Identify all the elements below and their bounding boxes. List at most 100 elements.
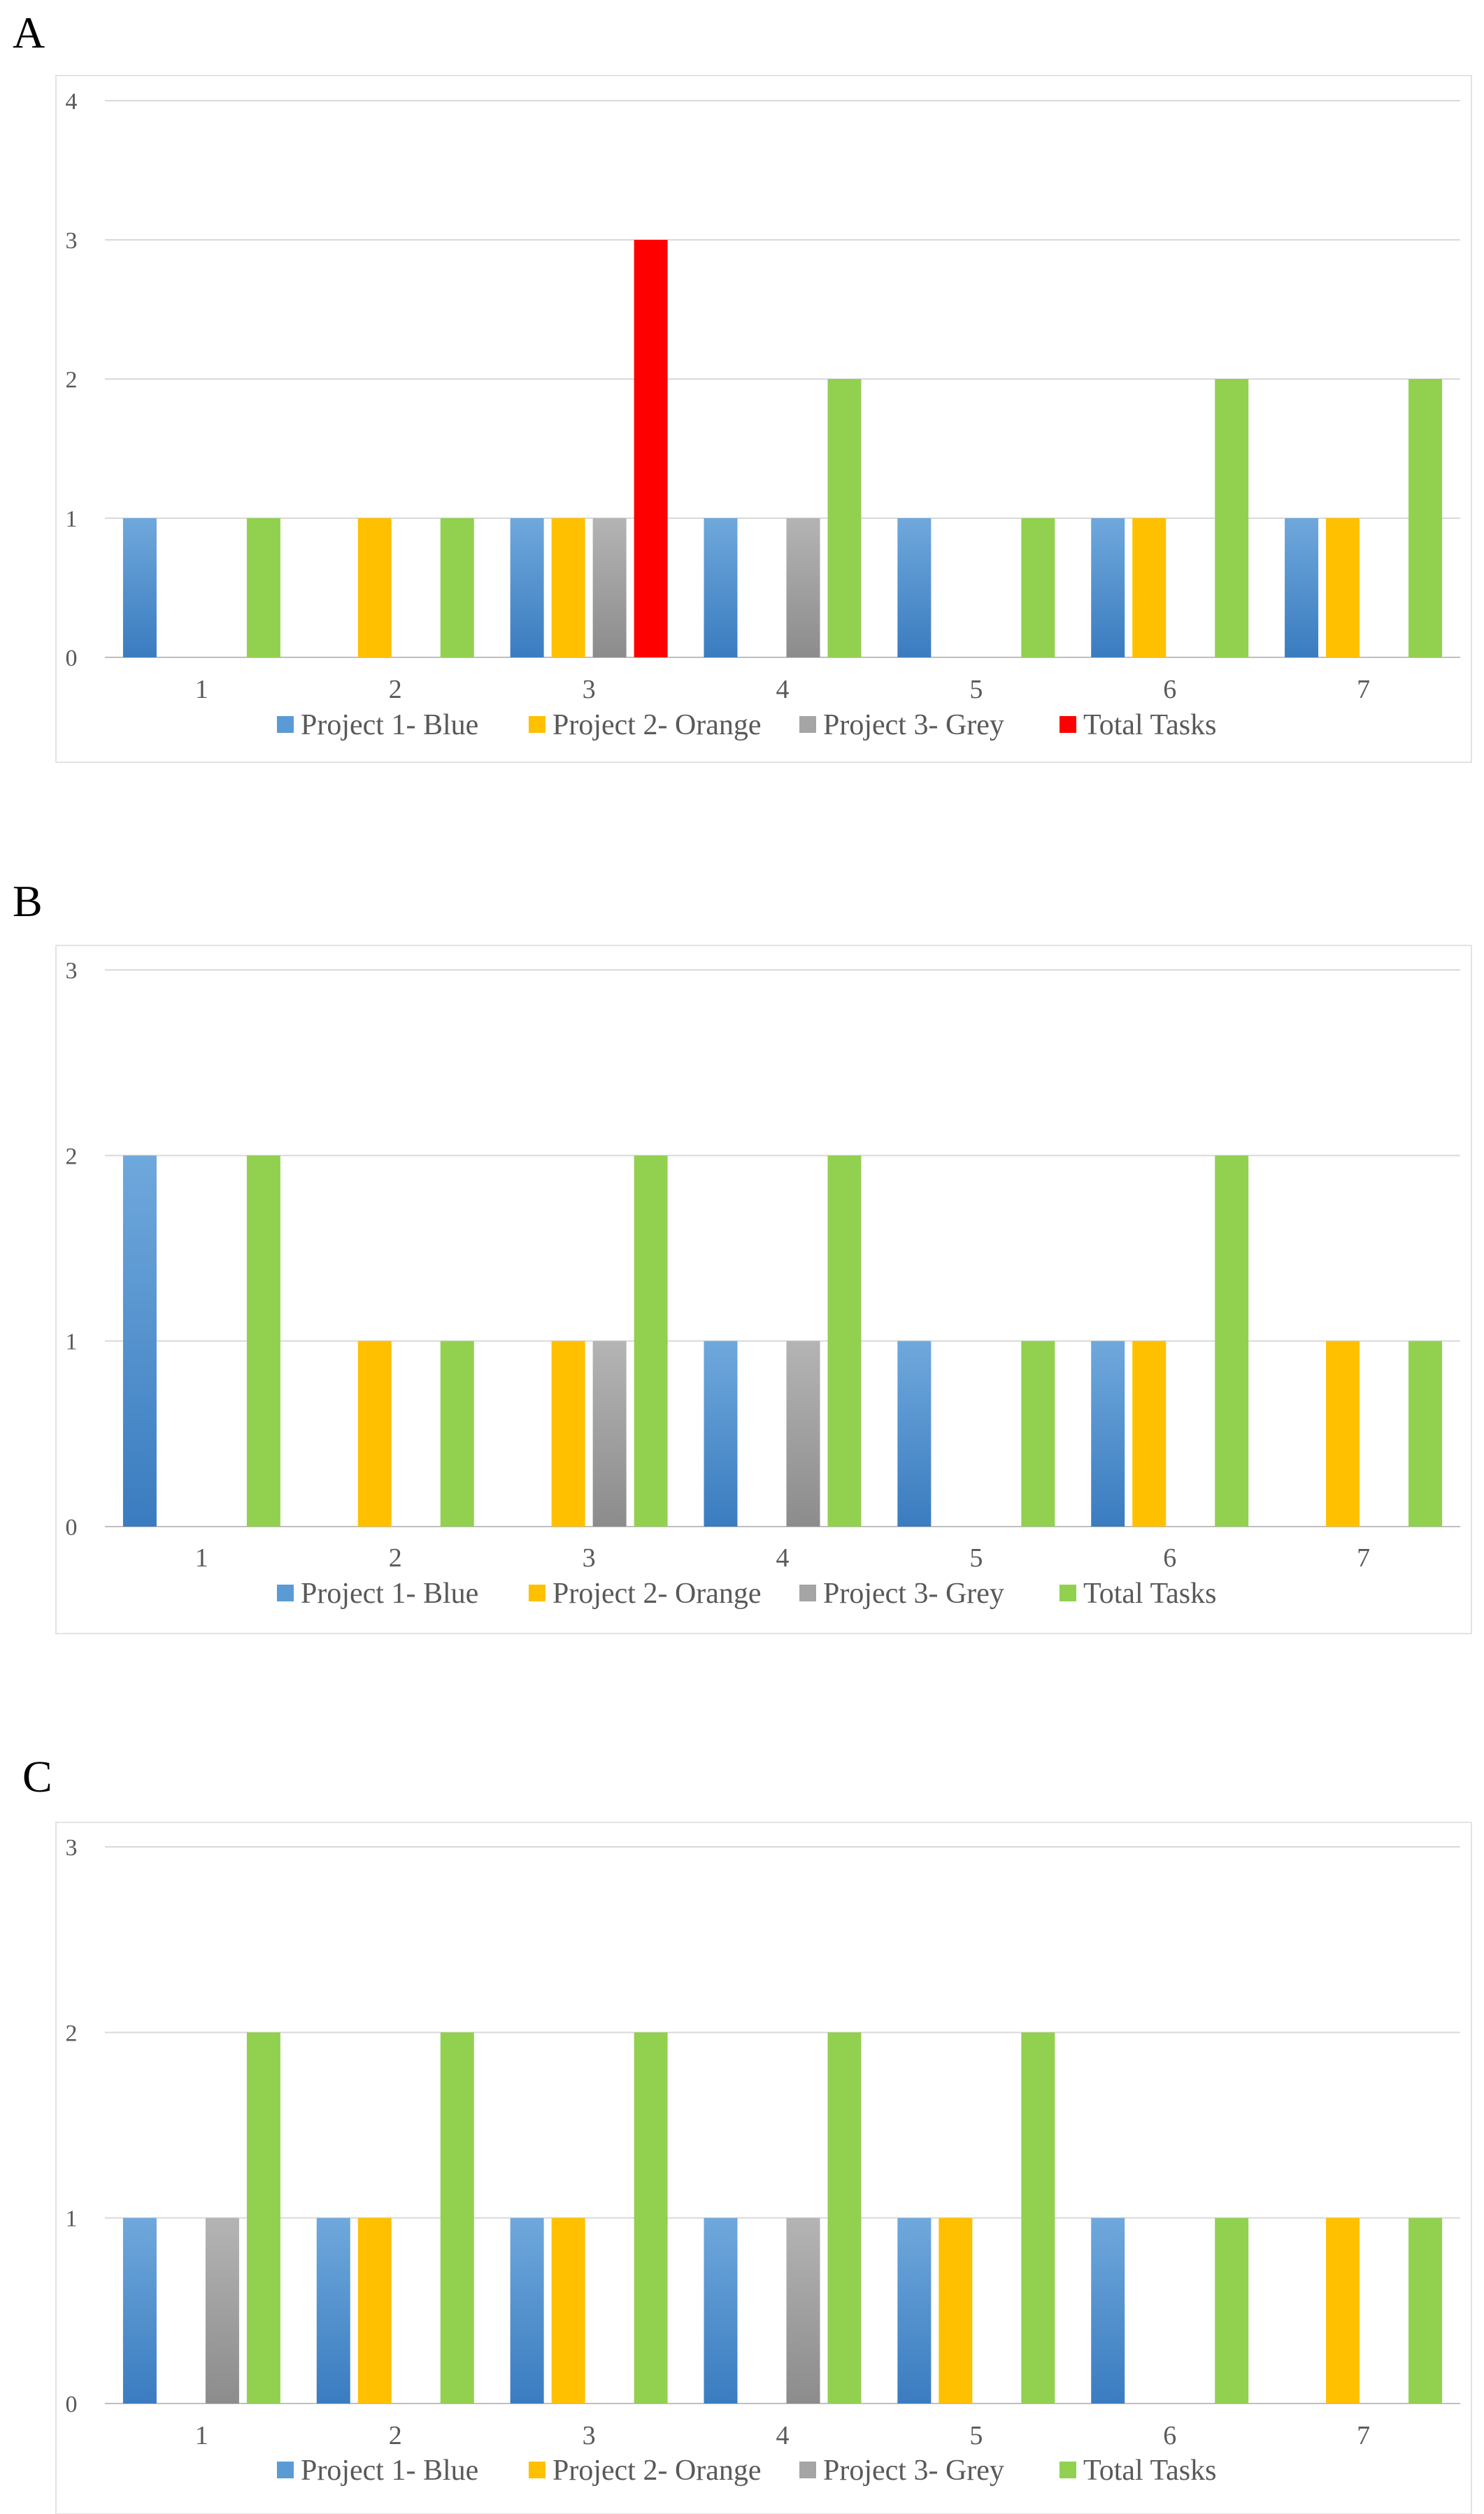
bar-total-cat-1: [246, 2032, 280, 2404]
legend-swatch-project2: [529, 1585, 545, 1601]
panel-c: C 0 1 2 3 1 2 3 4 5 6 7 Project 1- Blue Project 2- O…: [22, 1752, 1472, 2514]
bar-project1-cat-4: [704, 518, 738, 657]
x-tick-label: 4: [776, 1543, 790, 1573]
bar-project1-cat-1: [122, 1155, 157, 1527]
x-tick-label: 7: [1357, 675, 1370, 704]
legend-swatch-project3: [799, 716, 816, 733]
y-tick-label: 3: [66, 958, 78, 984]
legend-swatch-total: [1060, 716, 1076, 733]
x-tick-label: 2: [389, 2421, 402, 2450]
legend-swatch-project3: [799, 2462, 816, 2478]
bar-total-cat-7: [1408, 2217, 1443, 2404]
x-tick-label: 5: [969, 1543, 983, 1573]
bar-project1-cat-6: [1091, 518, 1125, 657]
bar-total-cat-6: [1215, 379, 1249, 657]
y-tick-label: 1: [66, 1329, 78, 1355]
bar-project2-cat-3: [551, 2217, 585, 2404]
bar-total-cat-7: [1408, 379, 1443, 657]
plot-area: 0 1 2 3 4 1 2 3 4 5 6 7 Project 1- Blue Project 2- Or…: [55, 75, 1472, 763]
bar-project2-cat-5: [939, 2217, 973, 2404]
y-tick-label: 0: [66, 1515, 78, 1541]
chart-frame: [55, 945, 1472, 1634]
bar-project2-cat-2: [357, 518, 392, 657]
bar-project1-cat-3: [510, 518, 544, 657]
x-tick-label: 1: [195, 2421, 208, 2450]
bar-total-cat-2: [440, 2032, 474, 2404]
legend-label-project3: Project 3- Grey: [823, 709, 1004, 741]
bar-project2-cat-7: [1326, 2217, 1360, 2404]
bar-project1-cat-6: [1091, 1341, 1125, 1527]
bar-total-cat-5: [1021, 1341, 1055, 1527]
bar-project1-cat-4: [704, 2217, 738, 2404]
x-tick-label: 7: [1357, 2421, 1370, 2450]
legend-swatch-project2: [529, 716, 545, 733]
y-tick-label: 1: [66, 506, 78, 532]
x-tick-label: 4: [776, 2421, 790, 2450]
y-tick-label: 2: [66, 367, 78, 393]
legend-label-project3: Project 3- Grey: [823, 2455, 1004, 2487]
bar-project2-cat-6: [1132, 1341, 1166, 1527]
legend-label-project2: Project 2- Orange: [552, 2455, 762, 2487]
x-tick-label: 1: [195, 675, 208, 704]
legend-label-project3: Project 3- Grey: [823, 1578, 1004, 1610]
y-tick-label: 3: [66, 1835, 78, 1861]
bar-total-cat-7: [1408, 1341, 1443, 1527]
x-tick-label: 3: [583, 1543, 596, 1573]
panel-label: B: [13, 876, 43, 926]
bar-project1-cat-3: [510, 2217, 544, 2404]
legend-label-project1: Project 1- Blue: [301, 2455, 478, 2487]
bar-total-cat-5: [1021, 518, 1055, 657]
bar-project2-cat-3: [551, 1341, 585, 1527]
bar-project3-cat-3: [592, 1341, 627, 1527]
bar-total-cat-3: [634, 240, 668, 657]
bar-project1-cat-5: [897, 518, 932, 657]
x-tick-label: 6: [1163, 675, 1176, 704]
panel-label: A: [13, 8, 45, 57]
legend-label-project1: Project 1- Blue: [301, 1578, 478, 1610]
bar-total-cat-3: [634, 1155, 668, 1527]
x-tick-label: 5: [969, 2421, 983, 2450]
x-tick-label: 2: [389, 675, 402, 704]
legend-swatch-project1: [277, 1585, 294, 1601]
bar-project1-cat-1: [122, 2217, 157, 2404]
legend-swatch-total: [1060, 2462, 1076, 2478]
legend-label-total: Total Tasks: [1083, 2455, 1217, 2487]
bar-total-cat-3: [634, 2032, 668, 2404]
legend-swatch-project3: [799, 1585, 816, 1601]
bar-total-cat-2: [440, 1341, 474, 1527]
plot-area: 0 1 2 3 1 2 3 4 5 6 7 Project 1- Blue Project 2- Ora…: [55, 1822, 1472, 2514]
bar-project1-cat-5: [897, 1341, 932, 1527]
bar-project2-cat-2: [357, 1341, 392, 1527]
legend-label-total: Total Tasks: [1083, 1578, 1217, 1610]
bar-total-cat-4: [827, 379, 862, 657]
bar-project2-cat-2: [357, 2217, 392, 2404]
x-tick-label: 4: [776, 675, 790, 704]
bar-project2-cat-3: [551, 518, 585, 657]
y-tick-label: 3: [66, 228, 78, 254]
bar-project1-cat-7: [1285, 518, 1319, 657]
x-tick-label: 2: [389, 1543, 402, 1573]
bar-project2-cat-7: [1326, 518, 1360, 657]
bar-project3-cat-3: [592, 518, 627, 657]
x-tick-label: 1: [195, 1543, 208, 1573]
bar-total-cat-5: [1021, 2032, 1055, 2404]
bar-project1-cat-4: [704, 1341, 738, 1527]
legend-label-total: Total Tasks: [1083, 709, 1217, 741]
x-tick-label: 5: [969, 675, 983, 704]
legend-swatch-project1: [277, 716, 294, 733]
plot-area: 0 1 2 3 1 2 3 4 5 6 7 Project 1- Blue Project 2- Ora…: [55, 945, 1472, 1634]
bar-project1-cat-5: [897, 2217, 932, 2404]
bar-total-cat-4: [827, 2032, 862, 2404]
bar-total-cat-2: [440, 518, 474, 657]
y-tick-label: 2: [66, 2020, 78, 2046]
legend-label-project2: Project 2- Orange: [552, 709, 762, 741]
bar-project3-cat-1: [205, 2217, 239, 2404]
bar-total-cat-6: [1215, 2217, 1249, 2404]
chart-frame: [55, 1822, 1472, 2514]
legend-label-project1: Project 1- Blue: [301, 709, 478, 741]
bar-total-cat-6: [1215, 1155, 1249, 1527]
x-tick-label: 3: [583, 675, 596, 704]
y-tick-label: 4: [66, 89, 78, 115]
y-tick-label: 1: [66, 2206, 78, 2232]
